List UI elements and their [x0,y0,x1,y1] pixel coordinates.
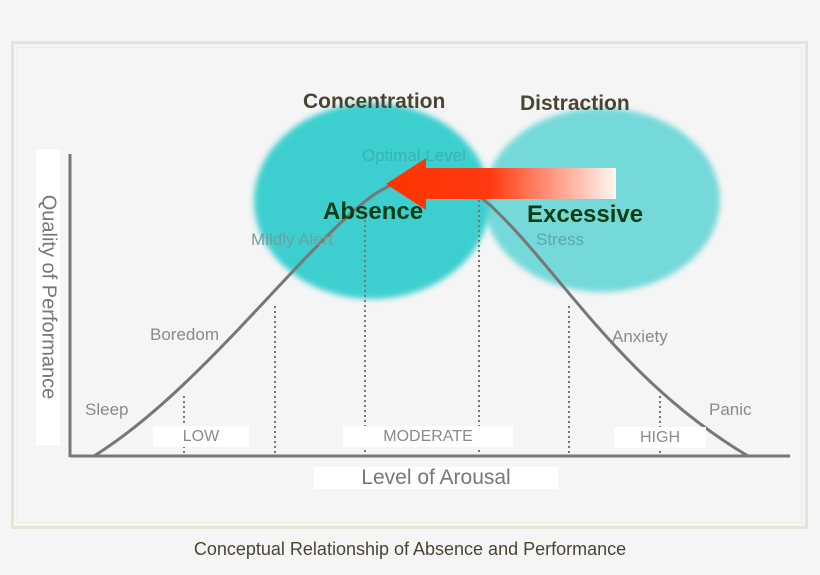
band-high: HIGH [614,427,706,448]
curve-label-boredom: Boredom [150,325,219,344]
y-axis-label: Quality of Performance [36,149,60,445]
arrow-icon [386,158,616,210]
curve-label-panic: Panic [709,400,752,419]
diagram-frame [11,41,808,529]
curve-label-stress: Stress [536,230,585,249]
excessive-label: Excessive [527,201,644,228]
curve-label-optimal: Optimal Level [362,146,466,165]
absence-label: Absence [323,198,424,225]
band-moderate: MODERATE [343,426,513,447]
curve-label-anxiety: Anxiety [612,327,668,346]
distraction-region [484,108,720,292]
band-low: LOW [153,426,249,447]
x-axis-label: Level of Arousal [314,467,558,489]
distraction-heading: Distraction [520,92,630,115]
curve-label-sleep: Sleep [85,400,129,419]
concentration-heading: Concentration [303,90,446,113]
diagram-caption: Conceptual Relationship of Absence and P… [193,539,627,559]
curve-label-mildly-alert: Mildly Alert [251,230,334,249]
